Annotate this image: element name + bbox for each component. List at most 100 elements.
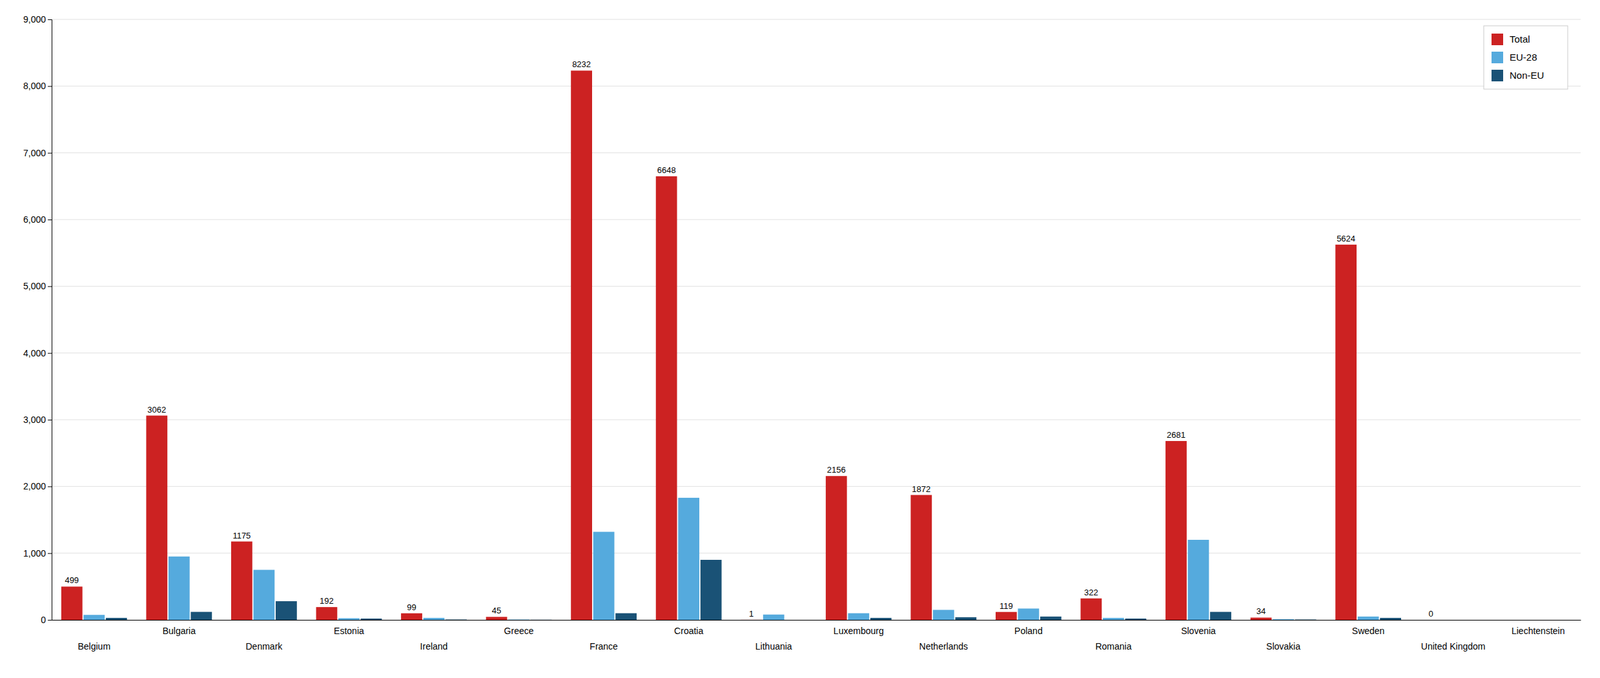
x-tick: Ireland <box>420 619 449 652</box>
legend-item: Total <box>1491 33 1531 46</box>
bar <box>338 617 360 620</box>
bar <box>1357 616 1380 620</box>
bar <box>825 475 848 620</box>
bar <box>1335 244 1357 620</box>
data-label: 192 <box>319 595 334 606</box>
bar-series <box>83 497 1379 620</box>
bar <box>1442 619 1464 621</box>
bar <box>954 617 977 620</box>
bar <box>190 612 212 620</box>
data-label: 3062 <box>147 404 166 415</box>
y-tick-mark <box>47 419 52 421</box>
bar <box>870 617 892 620</box>
bar <box>763 614 785 620</box>
data-label: 45 <box>492 605 502 616</box>
y-tick-label: 9,000 <box>23 14 46 25</box>
grid <box>51 19 1581 620</box>
legend-label: EU-28 <box>1509 51 1538 63</box>
plot: 01,0002,0003,0004,0005,0006,0007,0008,00… <box>23 14 1582 652</box>
y-tick: 6,000 <box>23 214 52 225</box>
x-tick: Romania <box>1095 619 1132 652</box>
bar <box>168 556 190 620</box>
x-tick-label: Denmark <box>245 641 283 652</box>
legend-box <box>1483 25 1568 90</box>
bar <box>1527 619 1549 621</box>
y-tick-mark <box>47 486 52 487</box>
bar <box>1165 441 1187 620</box>
x-tick-label: Netherlands <box>919 641 969 652</box>
x-tick-label: Liechtenstein <box>1511 625 1566 636</box>
x-tick-label: Slovenia <box>1180 625 1216 636</box>
grid-line <box>51 219 1581 221</box>
x-tick-label: Romania <box>1095 641 1132 652</box>
bar <box>847 613 870 620</box>
bar <box>508 619 530 620</box>
bar-series <box>61 70 1357 620</box>
x-tick: Luxembourg <box>833 619 884 636</box>
bar <box>1420 619 1442 621</box>
legend-label: Total <box>1509 33 1531 45</box>
x-tick-label: Greece <box>504 625 534 636</box>
x-tick: Greece <box>504 619 534 636</box>
data-label: 6648 <box>657 165 677 175</box>
y-tick-label: 8,000 <box>23 80 46 92</box>
data-label: 1 <box>748 608 754 619</box>
y-tick-mark <box>47 219 52 221</box>
data-label: 322 <box>1084 587 1099 598</box>
y-tick-label: 0 <box>40 614 46 626</box>
legend-item: EU-28 <box>1491 51 1538 64</box>
x-tick: Belgium <box>77 619 111 652</box>
bar <box>1549 619 1571 621</box>
x-tick: Sweden <box>1352 619 1385 636</box>
bar <box>615 613 637 620</box>
bar <box>700 559 722 620</box>
bar <box>1080 598 1103 620</box>
bar <box>486 616 508 620</box>
y-tick-mark <box>47 553 52 554</box>
legend-label: Non-EU <box>1509 69 1544 81</box>
bar <box>656 176 678 620</box>
bar <box>1295 619 1317 620</box>
legend-swatch <box>1491 51 1504 64</box>
y-tick-label: 2,000 <box>23 481 46 492</box>
data-label: 99 <box>406 602 416 613</box>
y-tick-label: 3,000 <box>23 414 46 425</box>
y-tick-label: 6,000 <box>23 214 46 225</box>
bar <box>360 618 383 620</box>
y-tick: 9,000 <box>23 14 52 25</box>
bar <box>61 586 83 620</box>
y-axis: 01,0002,0003,0004,0005,0006,0007,0008,00… <box>23 14 53 626</box>
bar <box>231 541 253 620</box>
x-tick: Lithuania <box>755 619 793 652</box>
y-axis-line <box>47 20 53 621</box>
legend: Total EU-28 Non-EU <box>1483 25 1568 90</box>
x-axis: BelgiumBulgariaDenmarkEstoniaIrelandGree… <box>52 619 1582 652</box>
data-label: 0 <box>1428 608 1434 619</box>
x-tick: Croatia <box>674 619 704 636</box>
bar <box>445 619 467 620</box>
data-label: 1872 <box>911 484 931 494</box>
x-tick-label: United Kingdom <box>1421 641 1486 652</box>
x-tick: Estonia <box>333 619 365 636</box>
bar <box>995 612 1017 620</box>
bar <box>1188 539 1210 620</box>
legend-swatch <box>1491 69 1504 82</box>
bar <box>530 619 553 620</box>
bar <box>105 617 128 620</box>
y-tick-mark <box>47 85 52 87</box>
bar <box>423 617 445 620</box>
y-tick: 4,000 <box>23 348 52 359</box>
legend-item: Non-EU <box>1491 69 1544 82</box>
y-tick: 7,000 <box>23 147 52 159</box>
y-tick: 2,000 <box>23 481 52 492</box>
data-label: 34 <box>1256 606 1266 616</box>
data-label: 8232 <box>572 59 591 70</box>
grid-line <box>51 85 1581 87</box>
x-tick-label: Croatia <box>674 625 704 636</box>
bar <box>316 606 338 620</box>
bar <box>1125 618 1147 620</box>
y-tick-label: 4,000 <box>23 348 46 359</box>
bar <box>1272 619 1294 620</box>
bar <box>1250 617 1272 620</box>
y-tick: 1,000 <box>23 548 52 559</box>
